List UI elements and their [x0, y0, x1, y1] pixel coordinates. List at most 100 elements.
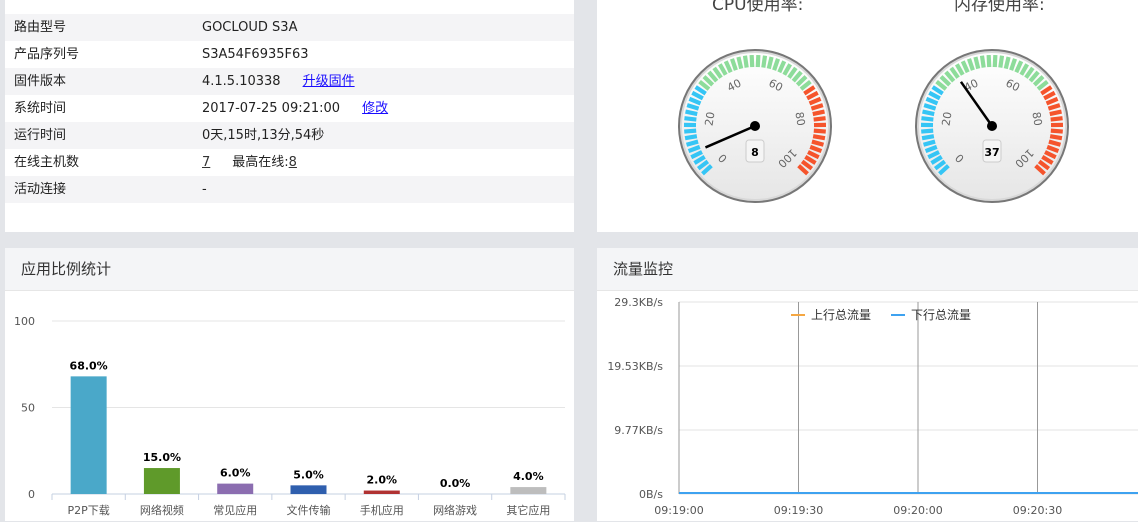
- bar-data-label: 5.0%: [293, 468, 324, 481]
- info-action-link[interactable]: 修改: [362, 101, 388, 116]
- info-value-text: GOCLOUD S3A: [202, 20, 297, 35]
- info-row: 运行时间 0天,15时,13分,54秒: [5, 122, 574, 149]
- info-value-text: 4.1.5.10338: [202, 74, 281, 89]
- x-tick-label: 09:19:00: [654, 504, 703, 517]
- gauge-segment: [684, 131, 696, 132]
- gauge-segment: [685, 136, 697, 138]
- legend-item[interactable]: 上行总流量: [811, 308, 871, 322]
- memory-gauge-title: 内存使用率:: [954, 0, 1045, 15]
- gauge-segment: [763, 56, 765, 68]
- y-tick-label: 0B/s: [639, 488, 663, 501]
- gauge-segment: [814, 118, 826, 119]
- gauge-segment: [685, 112, 697, 114]
- y-tick-label: 0: [28, 488, 35, 501]
- x-tick-label: 09:20:30: [1013, 504, 1062, 517]
- x-tick-label[interactable]: P2P下载: [68, 504, 110, 517]
- gauge-segment: [813, 136, 825, 138]
- info-value-text: 0天,15时,13分,54秒: [202, 128, 324, 143]
- gauge-segment: [922, 136, 934, 138]
- info-value-text: S3A54F6935F63: [202, 47, 309, 62]
- bar-data-label: 68.0%: [70, 359, 108, 372]
- cpu-gauge-title: CPU使用率:: [712, 0, 803, 15]
- bar-data-label: 0.0%: [440, 477, 471, 490]
- bar-data-label: 6.0%: [220, 467, 251, 480]
- gauge-value: 37: [984, 146, 999, 159]
- gauge-segment: [921, 131, 933, 132]
- gauge-segment: [745, 56, 747, 68]
- bar: [217, 484, 253, 494]
- info-label: 活动连接: [14, 176, 66, 203]
- info-row: 在线主机数 7 最高在线:8: [5, 149, 574, 176]
- max-online-label: 最高在线:: [232, 155, 288, 170]
- info-label: 固件版本: [14, 68, 66, 95]
- info-value-text: 2017-07-25 09:21:00: [202, 101, 340, 116]
- gauge-tick-label: 80: [792, 111, 807, 127]
- app-ratio-title: 应用比例统计: [5, 248, 574, 291]
- info-row: 产品序列号 S3A54F6935F63: [5, 41, 574, 68]
- gauge-needle-hub: [987, 121, 997, 131]
- bar-data-label: 4.0%: [513, 470, 544, 483]
- info-label: 运行时间: [14, 122, 66, 149]
- gauge-segment: [1051, 118, 1063, 119]
- x-tick-label[interactable]: 手机应用: [360, 503, 404, 517]
- gauge-segment: [1006, 57, 1009, 69]
- info-value: 2017-07-25 09:21:00 修改: [202, 95, 388, 122]
- gauge-tick-label: 20: [703, 111, 718, 127]
- info-row: 固件版本 4.1.5.10338 升级固件: [5, 68, 574, 95]
- info-row: 活动连接 -: [5, 176, 574, 203]
- x-tick-label[interactable]: 常见应用: [213, 503, 257, 517]
- info-label: 产品序列号: [14, 41, 79, 68]
- gauge-segment: [975, 57, 978, 69]
- bar: [291, 485, 327, 494]
- info-value: GOCLOUD S3A: [202, 14, 297, 41]
- online-hosts-link[interactable]: 7: [202, 155, 210, 170]
- gauge-segment: [1000, 56, 1002, 68]
- x-tick-label[interactable]: 网络视频: [140, 503, 184, 517]
- bar-data-label: 15.0%: [143, 451, 181, 464]
- x-tick-label[interactable]: 其它应用: [506, 503, 550, 517]
- gauge-segment: [1050, 112, 1062, 114]
- x-tick-label[interactable]: 文件传输: [287, 503, 331, 517]
- bar: [510, 487, 546, 494]
- gauge-tick-label: 80: [1029, 111, 1044, 127]
- gauge-tick-label: 20: [940, 111, 955, 127]
- gauge-needle-hub: [750, 121, 760, 131]
- gauge-segment: [684, 118, 696, 119]
- gauge-value: 8: [751, 146, 759, 159]
- y-tick-label: 100: [14, 315, 35, 328]
- bar: [364, 491, 400, 494]
- gauge-segment: [752, 55, 753, 67]
- app-ratio-panel: 应用比例统计 0 50 100 68.0% P2P下载 15.0% 网络视频 6.0% 常见应用…: [5, 248, 574, 521]
- gauge-segment: [921, 118, 933, 119]
- info-label: 系统时间: [14, 95, 66, 122]
- gauge-segment: [738, 57, 741, 69]
- gauge-segment: [1051, 131, 1063, 132]
- gauge-segment: [758, 55, 759, 67]
- gauge-segment: [995, 55, 996, 67]
- info-row-partial: [5, 0, 574, 14]
- x-tick-label[interactable]: 网络游戏: [433, 503, 477, 517]
- info-value-text: -: [202, 182, 207, 197]
- y-tick-label: 50: [21, 402, 35, 415]
- info-value: S3A54F6935F63: [202, 41, 309, 68]
- app-ratio-chart: 0 50 100 68.0% P2P下载 15.0% 网络视频 6.0% 常见应用 5.0% 文件传…: [5, 292, 574, 522]
- info-label: 在线主机数: [14, 149, 79, 176]
- info-action-link[interactable]: 升级固件: [303, 74, 355, 89]
- gauge-segment: [769, 57, 772, 69]
- traffic-monitor-title: 流量监控: [597, 248, 1138, 291]
- gauge-segment: [813, 112, 825, 114]
- x-tick-label: 09:19:30: [774, 504, 823, 517]
- legend-item[interactable]: 下行总流量: [911, 308, 971, 322]
- y-tick-label: 19.53KB/s: [607, 360, 663, 373]
- gauge-segment: [1050, 136, 1062, 138]
- max-online-link[interactable]: 8: [289, 155, 297, 170]
- gauge-segment: [989, 55, 990, 67]
